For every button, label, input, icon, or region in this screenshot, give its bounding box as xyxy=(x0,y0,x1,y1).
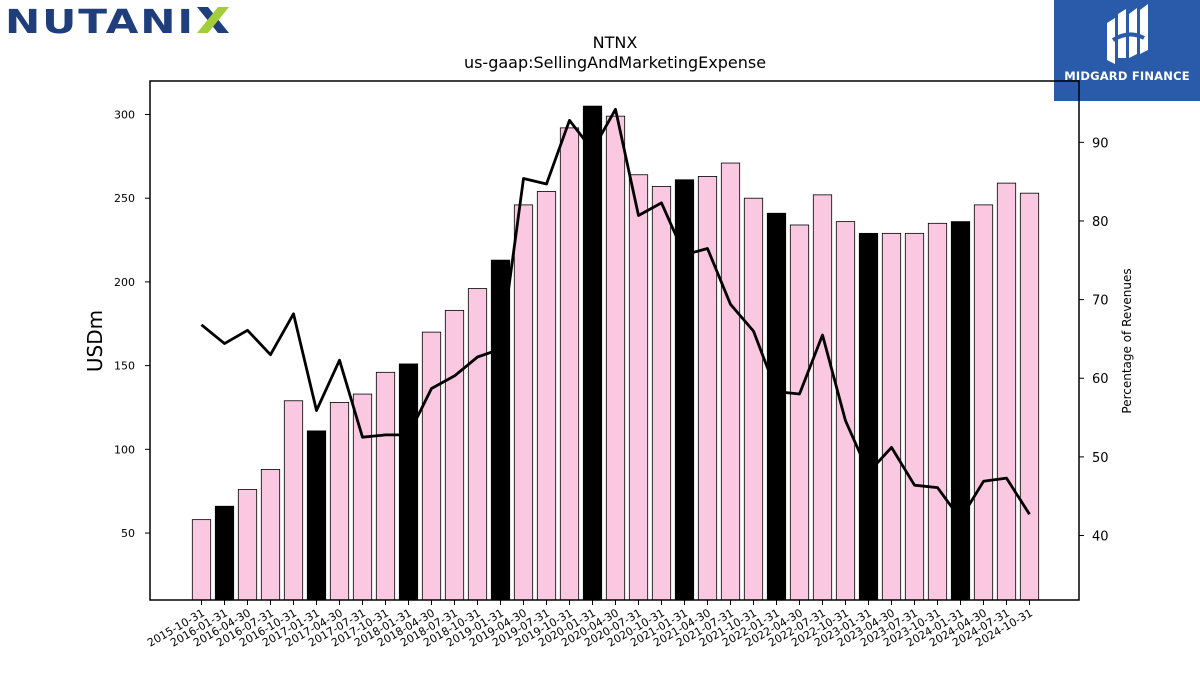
bar xyxy=(260,469,281,601)
midgard-emblem-icon xyxy=(1107,4,1148,64)
bar xyxy=(766,212,787,601)
bar xyxy=(283,400,304,601)
y2-tick-label: 40 xyxy=(1092,530,1109,545)
y-axis-right: 40 50 60 70 80 90 xyxy=(1079,136,1109,545)
y2-tick-label: 60 xyxy=(1092,372,1109,387)
y-tick-label: 300 xyxy=(114,108,135,121)
y2-axis-label: Percentage of Revenues xyxy=(1120,268,1134,413)
bar xyxy=(651,186,672,601)
plot-frame xyxy=(149,80,1080,601)
bar xyxy=(559,127,580,601)
bar xyxy=(352,393,373,601)
y2-tick-label: 70 xyxy=(1092,294,1109,309)
bar xyxy=(881,232,902,601)
bar xyxy=(973,204,994,601)
bar xyxy=(927,222,948,601)
bar xyxy=(605,115,626,601)
y2-tick-label: 80 xyxy=(1092,215,1109,230)
bar xyxy=(536,191,557,601)
y-axis-label: USDm xyxy=(83,310,107,372)
bar xyxy=(237,489,258,601)
bar xyxy=(375,371,396,601)
bar xyxy=(835,221,856,601)
bar xyxy=(628,174,649,601)
bar xyxy=(950,221,971,601)
bar xyxy=(904,232,925,601)
bar xyxy=(214,505,235,601)
bar xyxy=(191,519,212,601)
bar xyxy=(444,309,465,601)
bar xyxy=(858,232,879,601)
bar xyxy=(398,363,419,601)
bar xyxy=(789,224,810,601)
bar xyxy=(697,176,718,601)
bar xyxy=(996,182,1017,601)
bar xyxy=(743,197,764,601)
y-tick-label: 150 xyxy=(114,360,135,373)
bar-series xyxy=(191,105,1040,601)
line-series xyxy=(200,107,1031,521)
bar xyxy=(467,288,488,601)
y2-tick-label: 90 xyxy=(1092,136,1109,151)
bar xyxy=(812,194,833,601)
bar xyxy=(513,204,534,601)
y-tick-label: 250 xyxy=(114,192,135,205)
bar xyxy=(582,105,603,601)
svg-text:NUTANI: NUTANI xyxy=(5,4,195,36)
bar xyxy=(306,430,327,601)
y-axis-left: 50 100 150 200 250 300 xyxy=(114,108,150,540)
chart-subtitle: us-gaap:SellingAndMarketingExpense xyxy=(464,53,766,72)
publisher-name: MIDGARD FINANCE xyxy=(1064,69,1190,83)
chart-title: NTNX xyxy=(593,33,638,52)
y-tick-label: 50 xyxy=(121,527,135,540)
y2-tick-label: 50 xyxy=(1092,451,1109,466)
bar xyxy=(329,402,350,601)
bar xyxy=(1019,192,1040,601)
bar xyxy=(421,331,442,601)
x-axis: 2015-10-312016-01-312016-04-302016-07-31… xyxy=(145,600,1035,650)
bar xyxy=(720,162,741,601)
y-tick-label: 100 xyxy=(114,443,135,456)
nutanix-logo: NUTANI xyxy=(5,4,229,36)
ratio-line xyxy=(200,107,1031,521)
midgard-finance-logo: MIDGARD FINANCE xyxy=(1054,0,1200,101)
y-tick-label: 200 xyxy=(114,276,135,289)
